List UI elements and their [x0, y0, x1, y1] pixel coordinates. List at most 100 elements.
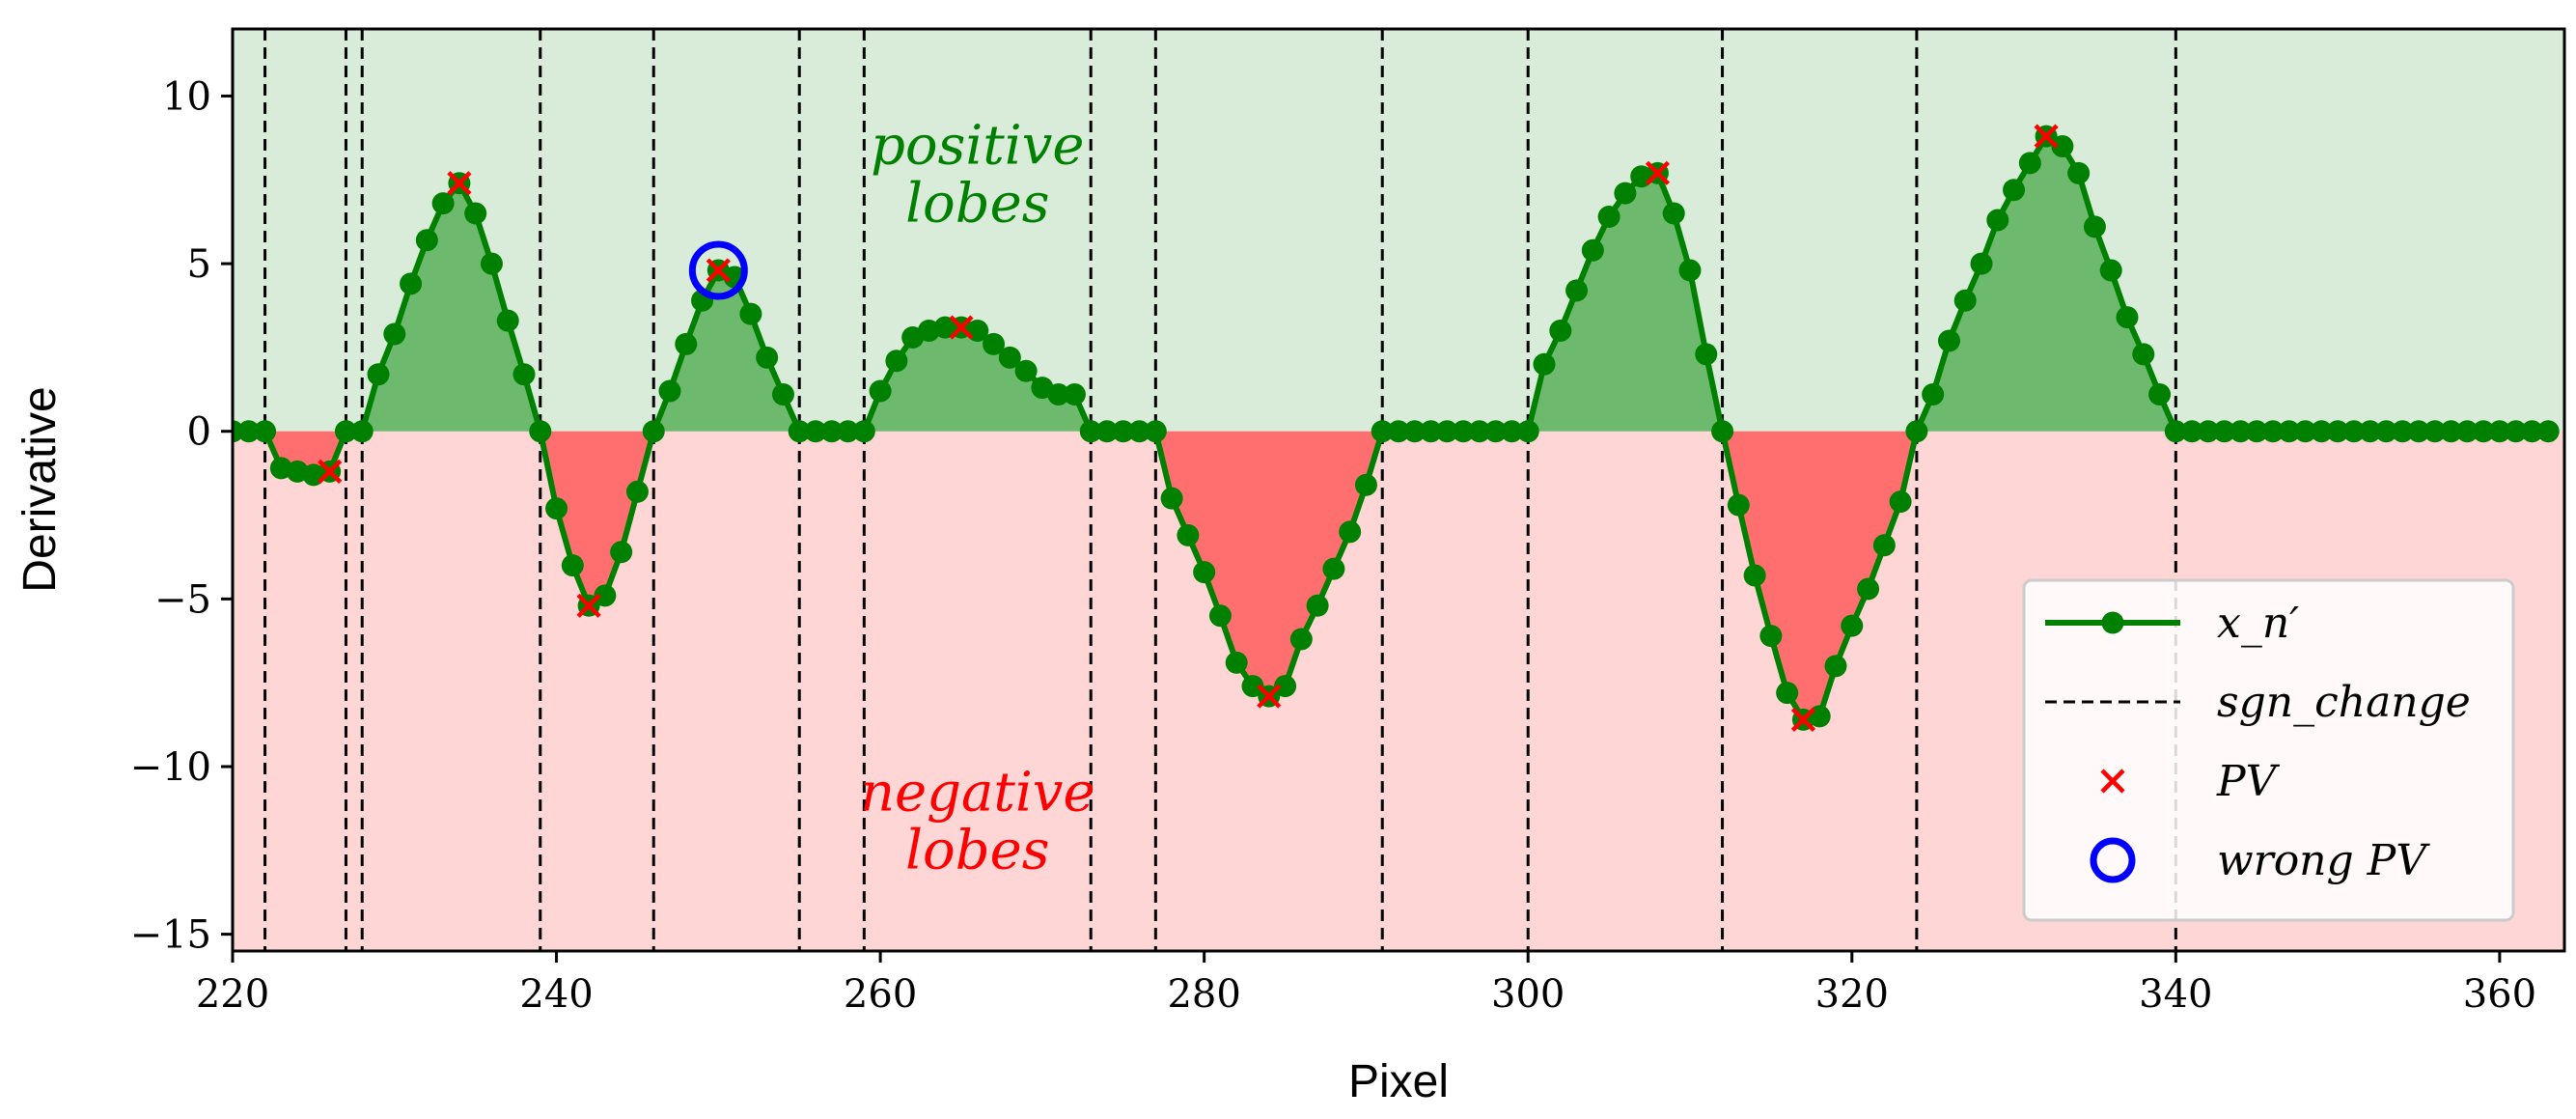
data-point [1841, 614, 1864, 637]
data-point [1614, 182, 1637, 205]
data-point [1484, 420, 1508, 443]
data-point [2359, 420, 2382, 443]
data-point [1047, 383, 1070, 406]
legend-entry: sgn_change [2045, 678, 2471, 727]
wrong-peak-markers [688, 240, 748, 300]
data-point [1533, 352, 1556, 376]
peak-value-marker [576, 593, 601, 618]
data-point [2197, 420, 2220, 443]
y-tick-label: −15 [130, 913, 211, 958]
data-point [1208, 604, 1232, 628]
data-point [334, 420, 357, 443]
data-point [837, 420, 860, 443]
annotation-text: negative [860, 762, 1095, 825]
data-point [2455, 420, 2479, 443]
data-point [675, 332, 698, 355]
data-point [2132, 343, 2155, 366]
data-point [756, 346, 779, 369]
data-point [658, 379, 681, 403]
data-point [1565, 279, 1589, 302]
data-point [1241, 675, 1264, 698]
data-point [2180, 420, 2203, 443]
data-point [1970, 252, 1993, 275]
peak-value-stroke [576, 593, 601, 618]
data-point [2245, 420, 2268, 443]
peak-value-marker [1790, 707, 1816, 732]
data-point [1743, 564, 1766, 587]
data-point [1889, 490, 1912, 514]
data-point [1274, 675, 1297, 698]
data-point [1452, 420, 1475, 443]
data-point [1339, 520, 1362, 544]
data-point [496, 309, 519, 332]
x-tick-label: 340 [2139, 972, 2212, 1017]
peak-value-marker [447, 171, 472, 196]
data-point [2213, 420, 2236, 443]
data-point [2067, 161, 2091, 184]
data-point [983, 332, 1006, 355]
data-point [820, 420, 844, 443]
peak-value-marker [318, 459, 343, 484]
legend-circle-swatch [2090, 837, 2136, 883]
data-point [2424, 420, 2447, 443]
data-point [1872, 534, 1896, 557]
data-point [1403, 420, 1426, 443]
data-point [1937, 329, 1960, 352]
data-point [1468, 420, 1491, 443]
data-point [1922, 383, 1945, 406]
data-point [1112, 420, 1135, 443]
x-tick-label: 260 [844, 972, 917, 1017]
data-point [998, 346, 1021, 369]
legend-label: sgn_change [2217, 678, 2471, 727]
data-point [2051, 135, 2074, 158]
data-point [1420, 420, 1443, 443]
x-tick-label: 320 [1815, 972, 1889, 1017]
data-point [400, 272, 423, 295]
y-tick-label: 10 [162, 74, 211, 119]
data-point [2003, 179, 2026, 202]
data-point [1953, 289, 1977, 312]
data-point [1354, 473, 1377, 496]
data-point [610, 541, 633, 564]
annotation-text: lobes [905, 820, 1049, 882]
data-point [2310, 420, 2333, 443]
legend-box [2022, 578, 2515, 922]
data-point [480, 252, 503, 275]
data-point [1500, 420, 1523, 443]
data-point [885, 350, 908, 373]
data-point [1549, 320, 1572, 343]
x-axis-label: Pixel [1348, 1056, 1449, 1107]
y-tick-label: −5 [154, 577, 211, 622]
data-point [1759, 625, 1783, 648]
data-point [1128, 420, 1151, 443]
legend-entry: PV [2100, 757, 2281, 806]
data-point [1435, 420, 1458, 443]
data-point [2278, 420, 2301, 443]
data-point [2488, 420, 2511, 443]
data-point [1695, 343, 1718, 366]
y-tick-label: 0 [187, 410, 211, 455]
data-point [529, 420, 552, 443]
positive-lobe-fills [233, 136, 2549, 432]
data-point [383, 322, 406, 346]
data-point [2148, 383, 2172, 406]
data-point [254, 420, 277, 443]
data-point [1581, 238, 1604, 262]
wrong-peak-marker [688, 240, 748, 300]
peak-value-stroke [706, 258, 731, 283]
x-tick-label: 220 [196, 972, 269, 1017]
data-point [2229, 420, 2252, 443]
sign-change-lines [263, 29, 2177, 951]
data-point [2407, 420, 2430, 443]
data-point [1371, 420, 1394, 443]
data-point [1516, 420, 1539, 443]
data-point [2294, 420, 2317, 443]
data-point [594, 584, 617, 607]
x-tick-label: 280 [1167, 972, 1240, 1017]
data-point [1711, 420, 1734, 443]
data-point [464, 202, 487, 225]
data-point [1095, 420, 1119, 443]
data-point [350, 420, 374, 443]
